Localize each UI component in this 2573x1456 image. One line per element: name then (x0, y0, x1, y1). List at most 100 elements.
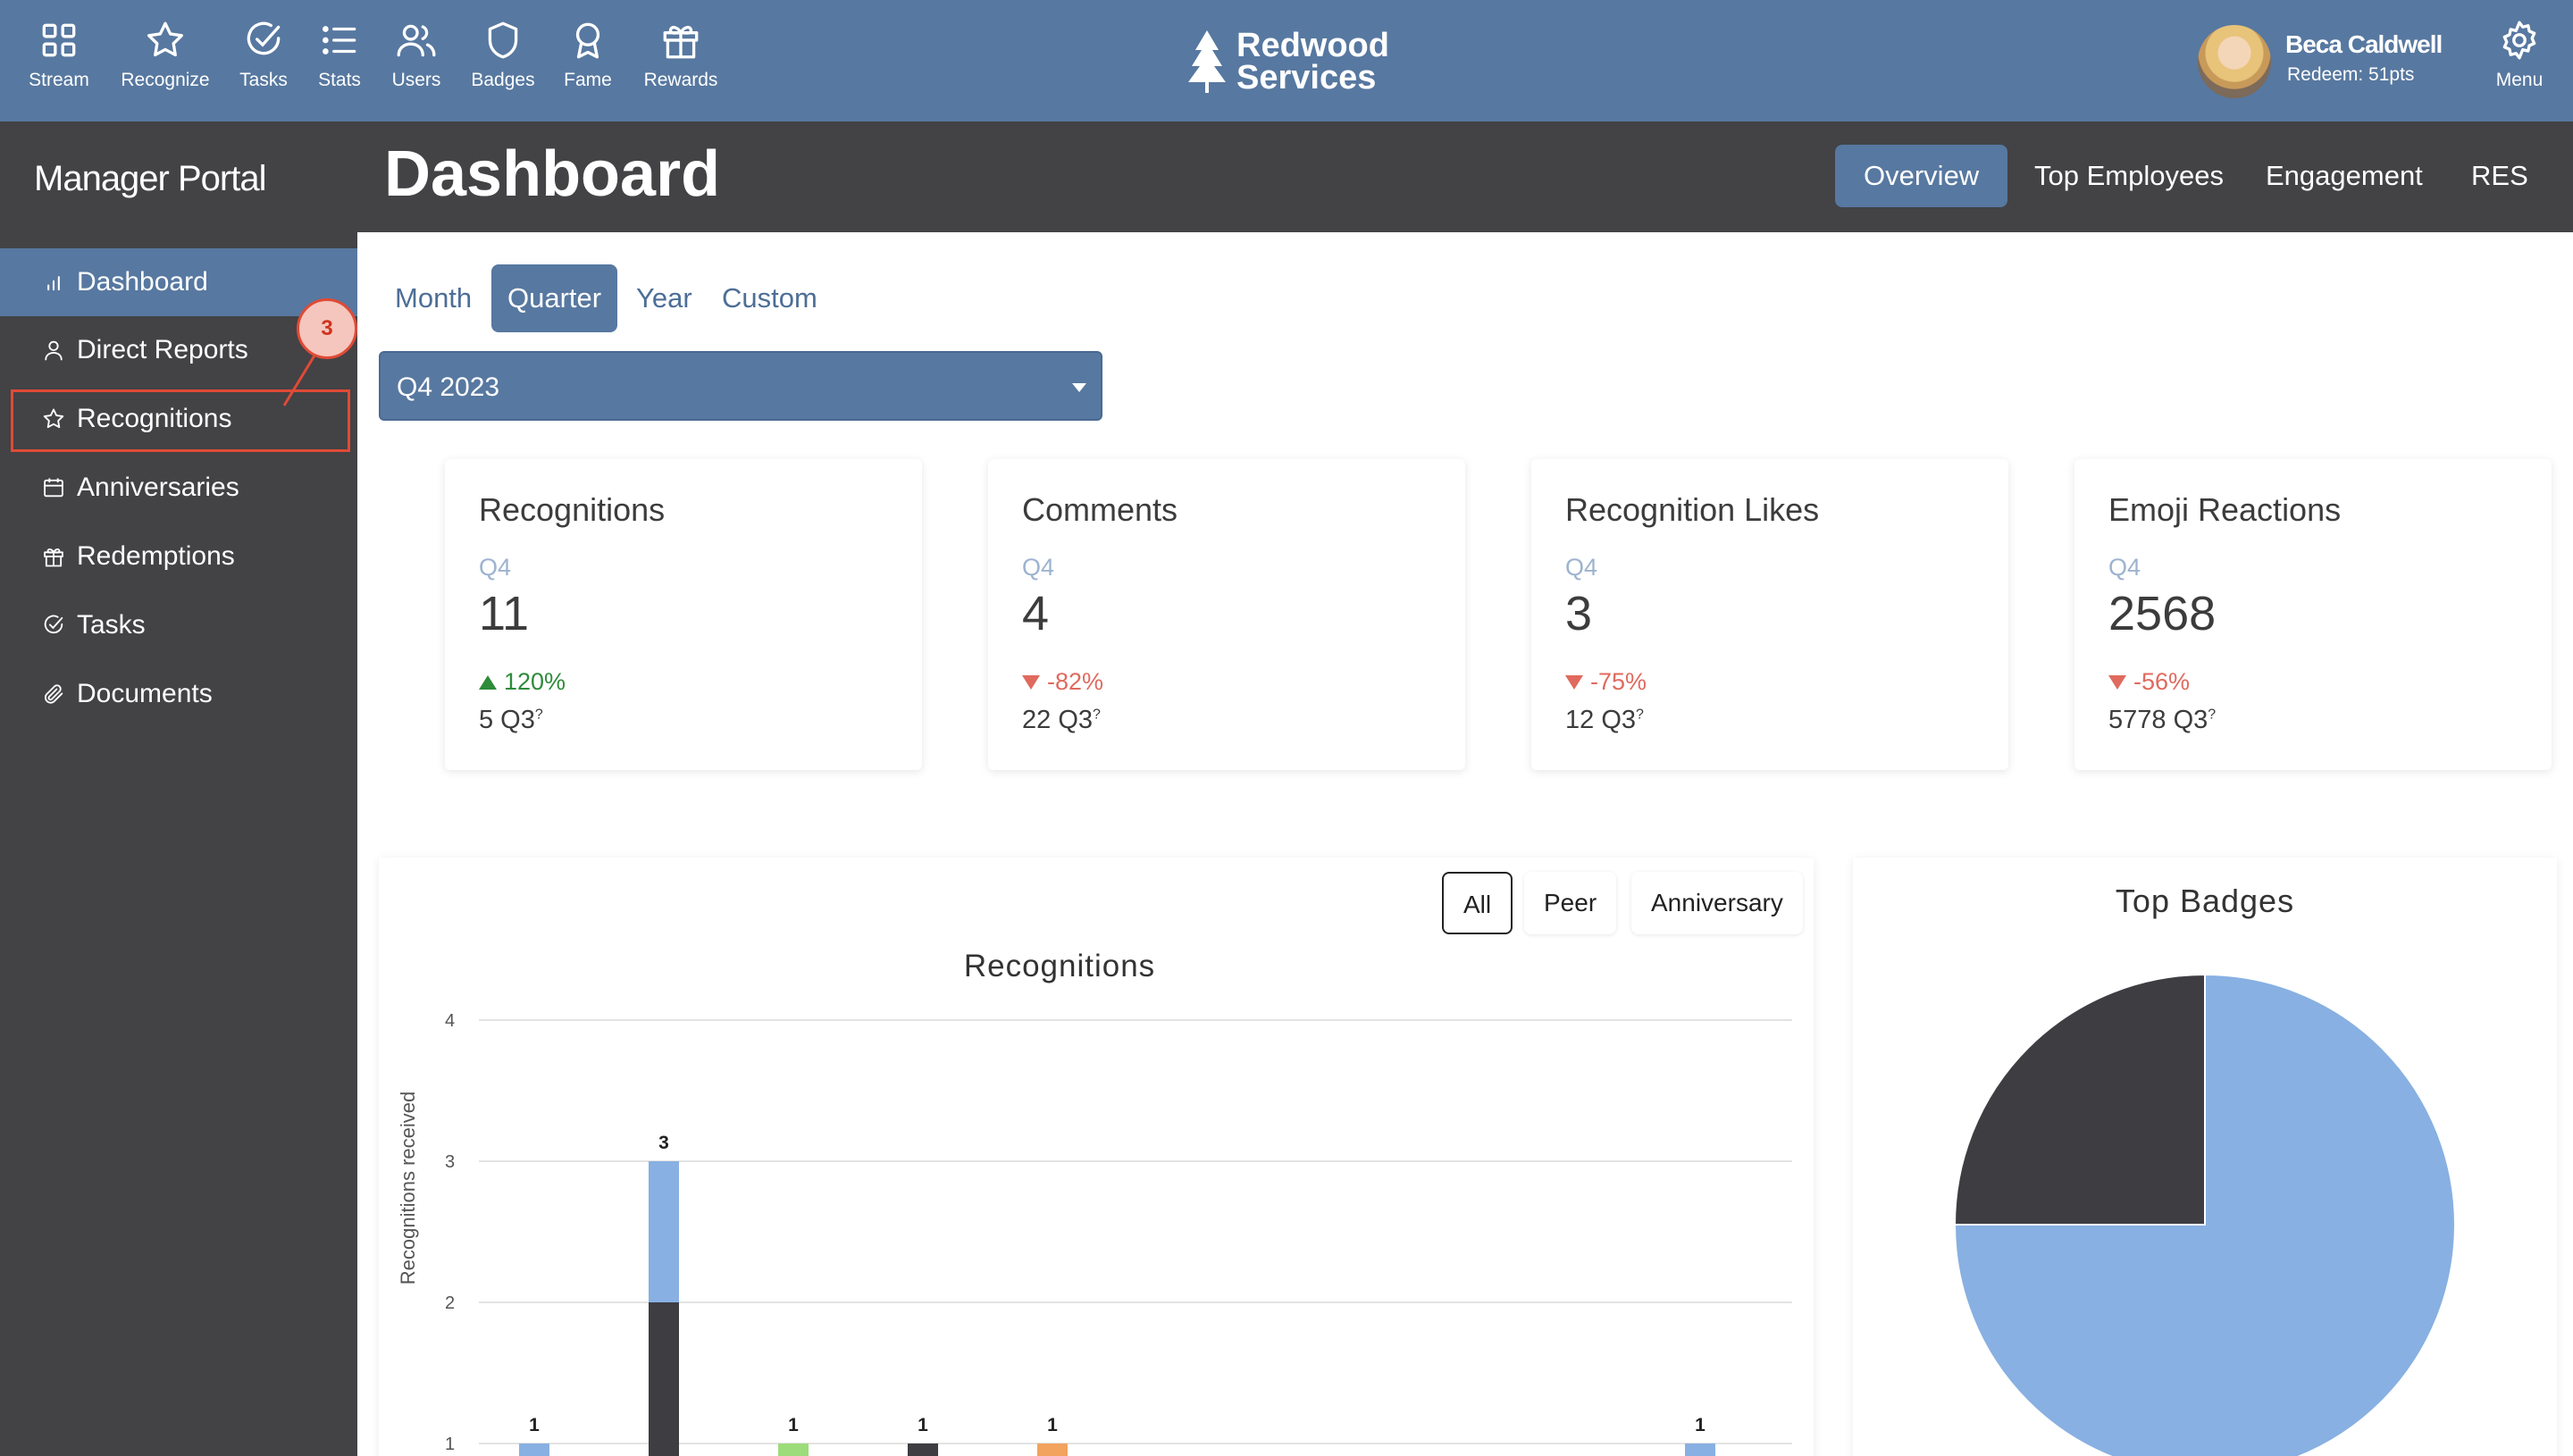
sidebar-item-label: Documents (77, 679, 213, 708)
chart-bar-segment[interactable] (908, 1443, 938, 1456)
stat-card-previous-value: 5778 Q3 (2108, 706, 2208, 734)
sidebar-item-label: Anniversaries (77, 473, 239, 502)
star-icon (43, 408, 64, 429)
nav-stats[interactable]: Stats (286, 18, 393, 91)
trend-down-icon (2108, 675, 2126, 690)
stat-card-previous: 5 Q3? (479, 706, 543, 735)
trend-up-icon (479, 675, 497, 690)
sidebar: Manager Portal Dashboard Direct Reports … (0, 121, 357, 1456)
check-circle-icon (44, 615, 63, 634)
stat-card-change: -82% (1022, 668, 1103, 696)
y-tick-label: 2 (445, 1293, 455, 1313)
chart-filter-all[interactable]: All (1442, 872, 1513, 934)
nav-recognize[interactable]: Recognize (112, 18, 219, 91)
tab-top-employees[interactable]: Top Employees (2034, 160, 2224, 191)
person-icon (45, 340, 63, 361)
sidebar-item-redemptions[interactable]: Redemptions (0, 523, 357, 590)
nav-stream-label: Stream (29, 70, 89, 90)
help-icon[interactable]: ? (1636, 707, 1644, 723)
bar-data-label: 1 (1695, 1415, 1706, 1435)
avatar[interactable] (2198, 25, 2271, 98)
top-badges-panel: Top Badges (1853, 858, 2557, 1456)
check-circle-icon (247, 21, 281, 55)
nav-badges-label: Badges (471, 70, 535, 90)
nav-rewards[interactable]: Rewards (627, 18, 734, 91)
period-select[interactable]: Q4 2023 (379, 351, 1102, 421)
sidebar-item-documents[interactable]: Documents (0, 660, 357, 728)
period-select-value: Q4 2023 (397, 372, 500, 402)
stat-card-previous: 22 Q3? (1022, 706, 1101, 735)
chart-bar-segment[interactable] (519, 1443, 549, 1456)
stat-card-period: Q4 (2108, 554, 2141, 581)
chart-y-axis-label: Recognitions received (397, 1092, 419, 1284)
sidebar-item-label: Direct Reports (77, 335, 248, 364)
bar-chart-icon (47, 276, 60, 291)
chart-bar-segment[interactable] (649, 1161, 679, 1302)
chart-bar-segment[interactable] (649, 1302, 679, 1456)
stat-card-value: 3 (1565, 587, 1593, 640)
chart-bar-segment[interactable] (1037, 1443, 1068, 1456)
pie-slice[interactable] (1953, 973, 2206, 1226)
period-tab-custom[interactable]: Custom (722, 282, 817, 314)
tab-overview[interactable]: Overview (1835, 145, 2008, 207)
stat-card-value: 2568 (2108, 587, 2217, 640)
menu-button[interactable]: Menu (2484, 18, 2555, 91)
nav-stream[interactable]: Stream (5, 18, 113, 91)
stat-card-period: Q4 (1022, 554, 1055, 581)
recognitions-bar-chart: Recognitions Recognitions received 1234 … (397, 949, 1792, 1456)
y-tick-label: 4 (445, 1011, 455, 1031)
menu-label: Menu (2495, 70, 2544, 90)
chart-filter-anniversary[interactable]: Anniversary (1631, 872, 1803, 934)
user-name[interactable]: Beca Caldwell (2285, 30, 2443, 58)
stat-card-change-value: -75% (1590, 668, 1647, 695)
sidebar-item-anniversaries[interactable]: Anniversaries (0, 454, 357, 522)
nav-badges[interactable]: Badges (449, 18, 557, 91)
sidebar-item-direct-reports[interactable]: Direct Reports (0, 316, 357, 384)
sidebar-item-label: Redemptions (77, 541, 235, 571)
stat-card-previous-value: 22 Q3 (1022, 706, 1093, 734)
stream-icon (42, 23, 76, 57)
period-tab-year[interactable]: Year (636, 282, 692, 314)
tab-res[interactable]: RES (2471, 160, 2528, 191)
gift-icon (663, 25, 699, 59)
help-icon[interactable]: ? (1093, 707, 1101, 723)
tab-engagement[interactable]: Engagement (2266, 160, 2423, 191)
bar-data-label: 1 (918, 1415, 928, 1435)
sidebar-item-recognitions[interactable]: Recognitions (0, 385, 357, 453)
page-title: Dashboard (384, 138, 721, 210)
nav-fame[interactable]: Fame (534, 18, 641, 91)
pie-slice[interactable] (1953, 973, 2456, 1456)
star-icon (147, 21, 183, 57)
stat-card-title: Recognition Likes (1565, 491, 1820, 528)
chart-bar-segment[interactable] (778, 1443, 809, 1456)
stat-card-change-value: -82% (1047, 668, 1104, 695)
nav-users[interactable]: Users (363, 18, 470, 91)
brand-logo[interactable]: Redwood Services (1186, 27, 1401, 98)
nav-tasks-label: Tasks (239, 70, 288, 90)
stat-card-previous: 5778 Q3? (2108, 706, 2216, 735)
nav-recognize-label: Recognize (121, 70, 210, 90)
stat-card-change-value: 120% (504, 668, 566, 695)
help-icon[interactable]: ? (534, 707, 543, 723)
bar-data-label: 1 (788, 1415, 799, 1435)
stat-card-comments: Comments Q4 4 -82% 22 Q3? (988, 459, 1465, 770)
brand-name-line2: Services (1236, 59, 1377, 96)
sidebar-item-dashboard[interactable]: Dashboard (0, 248, 357, 316)
sidebar-item-tasks[interactable]: Tasks (0, 591, 357, 659)
stat-card-previous: 12 Q3? (1565, 706, 1644, 735)
brand-name-line1: Redwood (1236, 27, 1389, 64)
stat-card-title: Emoji Reactions (2108, 491, 2342, 528)
period-tab-month[interactable]: Month (395, 282, 473, 314)
stat-card-recognitions: Recognitions Q4 11 120% 5 Q3? (445, 459, 922, 770)
paperclip-icon (44, 684, 63, 704)
tree-icon (1188, 30, 1226, 93)
help-icon[interactable]: ? (2208, 707, 2217, 723)
chart-filter-peer[interactable]: Peer (1524, 872, 1617, 934)
bar-data-label: 1 (529, 1415, 540, 1435)
gift-icon (44, 548, 63, 567)
chart-bar-segment[interactable] (1685, 1443, 1715, 1456)
period-tab-quarter[interactable]: Quarter (491, 264, 618, 332)
nav-tasks[interactable]: Tasks (210, 18, 317, 91)
bar-data-label: 3 (658, 1133, 669, 1153)
stat-card-change: -75% (1565, 668, 1647, 696)
